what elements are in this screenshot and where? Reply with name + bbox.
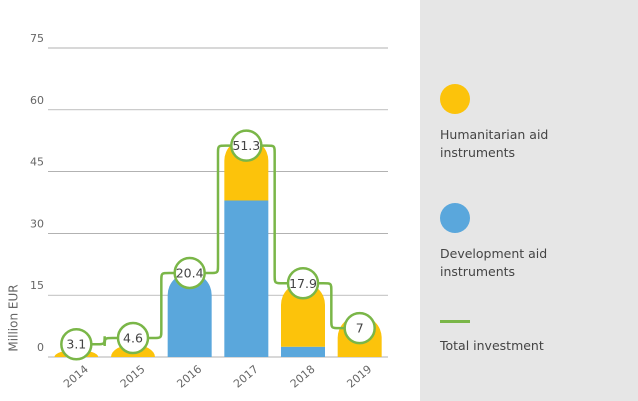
y-axis-label: Million EUR [7, 284, 21, 351]
x-tick-label: 2017 [231, 363, 261, 391]
y-tick-label: 45 [30, 156, 44, 169]
y-tick-label: 30 [30, 217, 44, 230]
data-label: 4.6 [123, 331, 143, 346]
legend-label: Total investment [440, 338, 544, 353]
x-tick-label: 2014 [61, 363, 91, 391]
chart: Million EUR 0 15 30 45 60 75 2014 2015 2016 2017 2… [7, 32, 388, 391]
y-tick-label: 15 [30, 279, 44, 292]
legend-label: Humanitarian aid instruments [440, 127, 549, 160]
bar [167, 272, 212, 357]
y-tick-label: 75 [30, 32, 44, 45]
line [76, 144, 360, 347]
x-tick-label: 2016 [174, 363, 204, 391]
legend-item: Development aid instruments [440, 203, 590, 281]
point [230, 129, 263, 162]
point [286, 267, 320, 300]
y-tick-label: 60 [30, 94, 44, 107]
point [343, 311, 376, 345]
legend: Humanitarian aid instruments Development… [420, 0, 638, 401]
x-tick-label: 2019 [344, 363, 374, 391]
data-label: 17.9 [289, 276, 317, 291]
x-tick-label: 2018 [288, 363, 318, 391]
legend-swatch [440, 84, 470, 114]
data-label: 3.1 [66, 337, 86, 352]
legend-item: Total investment [440, 320, 590, 355]
legend-swatch [440, 203, 470, 233]
bar [281, 346, 325, 357]
data-label: 20.4 [176, 265, 204, 280]
legend-swatch [440, 320, 470, 323]
y-tick-label: 0 [37, 341, 44, 354]
point [116, 321, 150, 355]
point [173, 256, 206, 290]
x-tick-label: 2015 [118, 363, 148, 391]
legend-item: Humanitarian aid instruments [440, 84, 590, 162]
legend-label: Development aid instruments [440, 246, 548, 279]
data-label: 51.3 [232, 138, 260, 153]
bar [281, 282, 325, 347]
data-label: 7 [356, 321, 364, 336]
point [60, 327, 93, 361]
bar [224, 200, 269, 357]
